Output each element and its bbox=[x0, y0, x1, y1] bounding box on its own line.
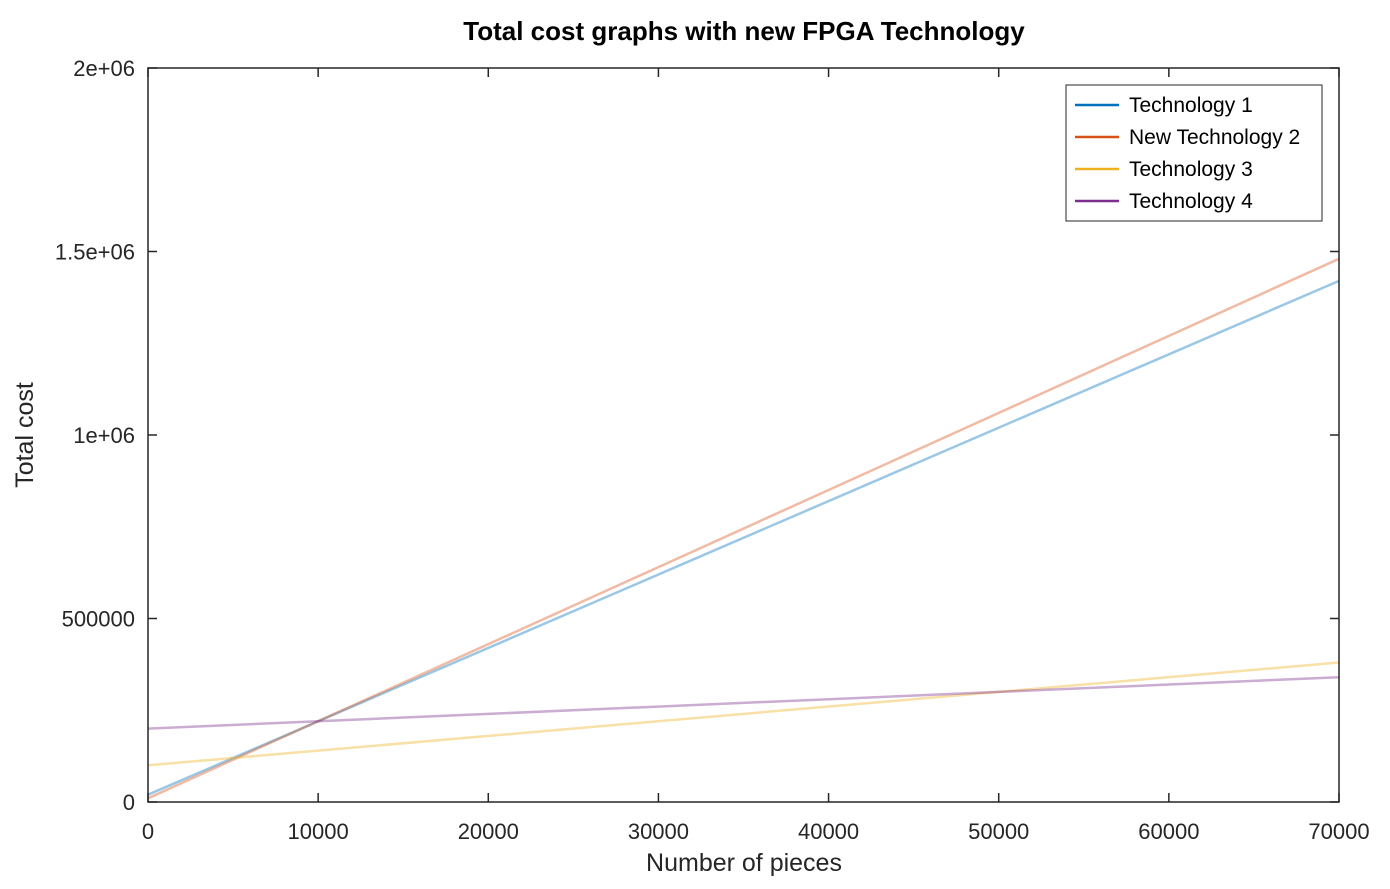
y-tick-label: 500000 bbox=[62, 607, 135, 632]
legend-label-3: Technology 3 bbox=[1129, 158, 1253, 181]
series-layer bbox=[147, 257, 1340, 800]
x-axis-label: Number of pieces bbox=[646, 849, 842, 877]
y-tick-label: 1e+06 bbox=[73, 423, 135, 448]
y-tick-label: 1.5e+06 bbox=[55, 240, 135, 265]
legend: Technology 1 New Technology 2 Technology 3… bbox=[1065, 84, 1323, 222]
legend-label-4: Technology 4 bbox=[1129, 190, 1253, 213]
series-line-2 bbox=[147, 257, 1340, 800]
chart-title: Total cost graphs with new FPGA Technolo… bbox=[463, 16, 1025, 46]
series-line-4 bbox=[147, 675, 1340, 730]
x-tick-label: 30000 bbox=[628, 819, 689, 844]
x-tick-label: 10000 bbox=[288, 819, 349, 844]
x-tick-label: 50000 bbox=[968, 819, 1029, 844]
x-tick-label: 20000 bbox=[458, 819, 519, 844]
series-line-3 bbox=[147, 661, 1340, 767]
legend-label-2: New Technology 2 bbox=[1129, 126, 1300, 149]
legend-box bbox=[1065, 84, 1323, 222]
y-axis: 0 500000 1e+06 1.5e+06 2e+06 bbox=[55, 56, 1339, 815]
y-tick-label: 0 bbox=[123, 790, 135, 815]
x-tick-label: 0 bbox=[142, 819, 154, 844]
y-axis-label: Total cost bbox=[11, 382, 39, 488]
x-tick-label: 70000 bbox=[1308, 819, 1369, 844]
series-line-1 bbox=[147, 279, 1340, 796]
x-axis: 0 10000 20000 30000 40000 50000 60000 70000 bbox=[142, 68, 1370, 844]
y-tick-label: 2e+06 bbox=[73, 56, 135, 81]
legend-label-1: Technology 1 bbox=[1129, 94, 1253, 117]
x-tick-label: 60000 bbox=[1138, 819, 1199, 844]
x-tick-label: 40000 bbox=[798, 819, 859, 844]
